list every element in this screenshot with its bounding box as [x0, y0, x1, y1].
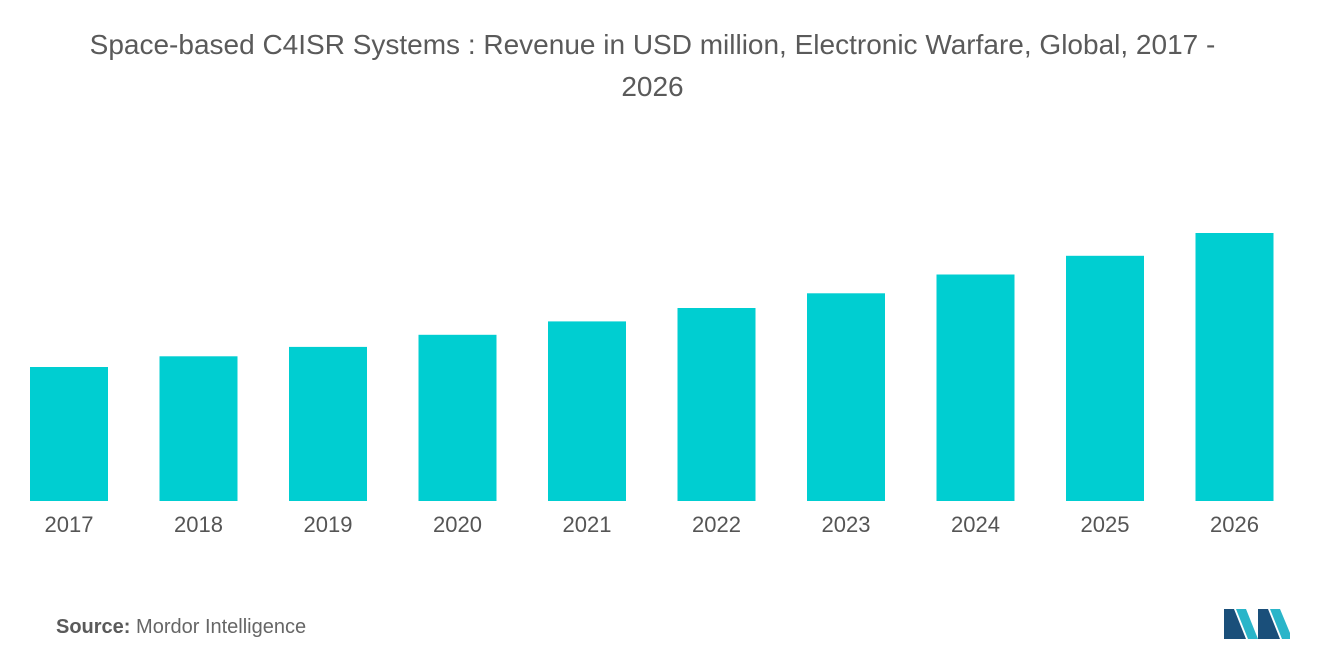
- bar-2019: [289, 346, 367, 501]
- x-tick-label-2018: 2018: [174, 512, 223, 537]
- bar-2026: [1195, 233, 1274, 501]
- logo-right-wing: [1270, 609, 1290, 639]
- logo-left-stroke: [1224, 609, 1246, 639]
- x-tick-label-2019: 2019: [304, 512, 353, 537]
- bar-2021: [548, 321, 626, 501]
- source-label: Source:: [56, 616, 131, 638]
- bar-2020: [418, 334, 497, 501]
- bar-2023: [807, 293, 885, 501]
- x-tick-label-2021: 2021: [563, 512, 612, 537]
- mordor-intelligence-logo-icon: [1224, 609, 1290, 639]
- logo-left-wing: [1236, 609, 1258, 639]
- bar-2025: [1066, 255, 1144, 501]
- x-axis-tick-labels: 2017 2018 2019 2020 2021 2022 2023 2024 2025 2026: [45, 512, 1259, 537]
- logo-right-stroke: [1258, 609, 1280, 639]
- x-tick-label-2024: 2024: [951, 512, 1000, 537]
- x-tick-label-2017: 2017: [45, 512, 94, 537]
- bar-2017: [30, 367, 108, 501]
- x-tick-label-2023: 2023: [822, 512, 871, 537]
- x-tick-label-2025: 2025: [1081, 512, 1130, 537]
- chart-title-line-1: Space-based C4ISR Systems : Revenue in U…: [89, 29, 1216, 60]
- bar-series: [30, 233, 1274, 501]
- bar-2018: [159, 356, 238, 501]
- x-tick-label-2026: 2026: [1210, 512, 1259, 537]
- x-tick-label-2020: 2020: [433, 512, 482, 537]
- source-text: Mordor Intelligence: [136, 616, 307, 638]
- bar-2024: [936, 274, 1015, 501]
- bar-2022: [677, 308, 756, 501]
- chart-title: Space-based C4ISR Systems : Revenue in U…: [0, 24, 1305, 108]
- source-note: Source: Mordor Intelligence: [56, 616, 306, 639]
- chart-title-line-2: 2026: [621, 71, 684, 102]
- x-tick-label-2022: 2022: [692, 512, 741, 537]
